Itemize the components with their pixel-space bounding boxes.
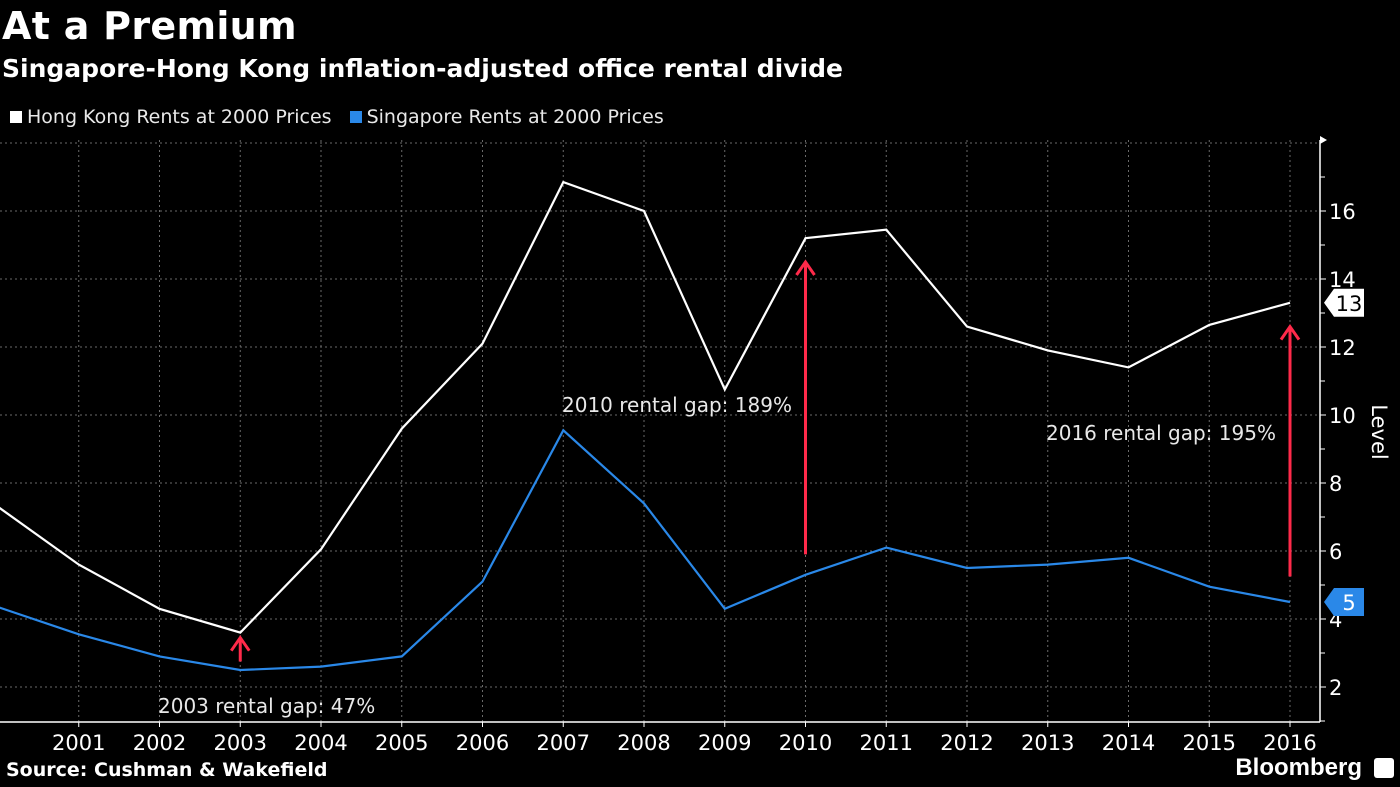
legend: Hong Kong Rents at 2000 Prices Singapore… (10, 106, 664, 128)
series-line-singapore (0, 428, 1291, 672)
x-tick-label: 2002 (133, 731, 186, 755)
y-axis-arrow-icon (1320, 136, 1327, 144)
y-tick-label: 10 (1329, 404, 1356, 428)
legend-label-singapore: Singapore Rents at 2000 Prices (366, 106, 664, 128)
x-tick-label: 2016 (1263, 731, 1316, 755)
annotation-text: 2016 rental gap: 195% (1046, 421, 1276, 445)
bloomberg-logo: Bloomberg (1235, 754, 1362, 781)
last-value-tag-singapore (1324, 588, 1364, 616)
x-tick-label: 2007 (537, 731, 590, 755)
chart-subtitle: Singapore-Hong Kong inflation-adjusted o… (2, 54, 843, 83)
legend-label-hong-kong: Hong Kong Rents at 2000 Prices (27, 106, 332, 128)
x-tick-label: 2013 (1021, 731, 1074, 755)
x-tick-label: 2009 (698, 731, 751, 755)
y-tick-label: 12 (1329, 336, 1356, 360)
y-tick-label: 14 (1329, 268, 1356, 292)
x-tick-label: 2006 (456, 731, 509, 755)
legend-item-singapore: Singapore Rents at 2000 Prices (349, 106, 664, 128)
annotation-text: 2010 rental gap: 189% (562, 393, 792, 417)
source-note: Source: Cushman & Wakefield (6, 759, 328, 781)
y-tick-label: 2 (1329, 676, 1342, 700)
legend-item-hong-kong: Hong Kong Rents at 2000 Prices (10, 106, 332, 128)
y-tick-label: 16 (1329, 200, 1356, 224)
last-value-label-singapore: 5 (1342, 591, 1355, 615)
legend-swatch-hong-kong (10, 111, 22, 123)
arrow-up-icon (230, 635, 251, 652)
x-tick-label: 2014 (1102, 731, 1155, 755)
arrow-up-icon (1279, 323, 1301, 341)
x-tick-label: 2012 (940, 731, 993, 755)
x-tick-label: 2008 (617, 731, 670, 755)
bloomberg-chart-icon (1374, 758, 1394, 778)
x-tick-label: 2004 (294, 731, 347, 755)
y-tick-label: 6 (1329, 540, 1342, 564)
x-tick-label: 2011 (860, 731, 913, 755)
legend-swatch-singapore (349, 111, 362, 123)
x-tick-label: 2003 (214, 731, 267, 755)
last-value-tag-hong-kong (1324, 288, 1364, 317)
annotation-text: 2003 rental gap: 47% (158, 694, 375, 718)
arrow-up-icon (795, 259, 816, 276)
last-value-label-hong-kong: 13 (1336, 292, 1363, 316)
x-tick-label: 2005 (375, 731, 428, 755)
x-tick-label: 2001 (52, 731, 105, 755)
y-axis-label: Level (1367, 404, 1391, 459)
y-tick-label: 8 (1329, 472, 1342, 496)
x-tick-label: 2015 (1183, 731, 1236, 755)
chart-title: At a Premium (2, 4, 297, 48)
x-tick-label: 2010 (779, 731, 832, 755)
